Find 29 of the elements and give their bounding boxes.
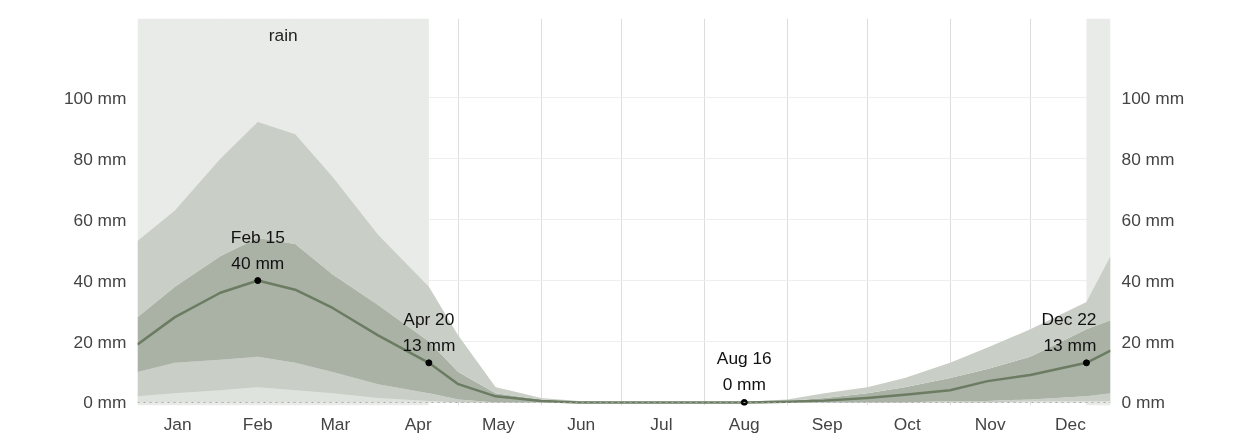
x-tick-label: Feb [242, 413, 273, 434]
y2-tick-label: 80 mm [1121, 148, 1175, 169]
y2-tick-label: 40 mm [1121, 270, 1175, 291]
y2-tick-label: 100 mm [1121, 87, 1185, 108]
x-tick-label: Jan [163, 413, 192, 434]
y-tick-label: 60 mm [73, 209, 127, 230]
x-tick-label: May [482, 413, 516, 434]
x-tick-label: Jul [650, 413, 673, 434]
x-tick-label: Apr [404, 413, 432, 434]
y2-tick-label: 20 mm [1121, 331, 1175, 352]
y2-tick-label: 60 mm [1121, 209, 1175, 230]
x-tick-label: Sep [811, 413, 843, 434]
x-tick-label: Nov [974, 413, 1006, 434]
x-tick-label: Oct [893, 413, 922, 434]
band-label: rain [268, 24, 298, 45]
annotation: Apr 20 13 mm [402, 308, 456, 355]
y-tick-label: 20 mm [73, 331, 127, 352]
annotation: Dec 22 13 mm [1041, 308, 1097, 355]
x-tick-label: Jun [567, 413, 596, 434]
y-tick-label: 0 mm [83, 392, 127, 413]
y-tick-label: 100 mm [63, 87, 127, 108]
x-tick-label: Mar [320, 413, 351, 434]
annotation: Aug 16 0 mm [716, 348, 772, 395]
x-tick-label: Dec [1055, 413, 1087, 434]
y-tick-label: 80 mm [73, 148, 127, 169]
y-tick-label: 40 mm [73, 270, 127, 291]
y2-tick-label: 0 mm [1121, 392, 1165, 413]
x-tick-label: Aug [728, 413, 760, 434]
annotation: Feb 15 40 mm [230, 226, 285, 273]
